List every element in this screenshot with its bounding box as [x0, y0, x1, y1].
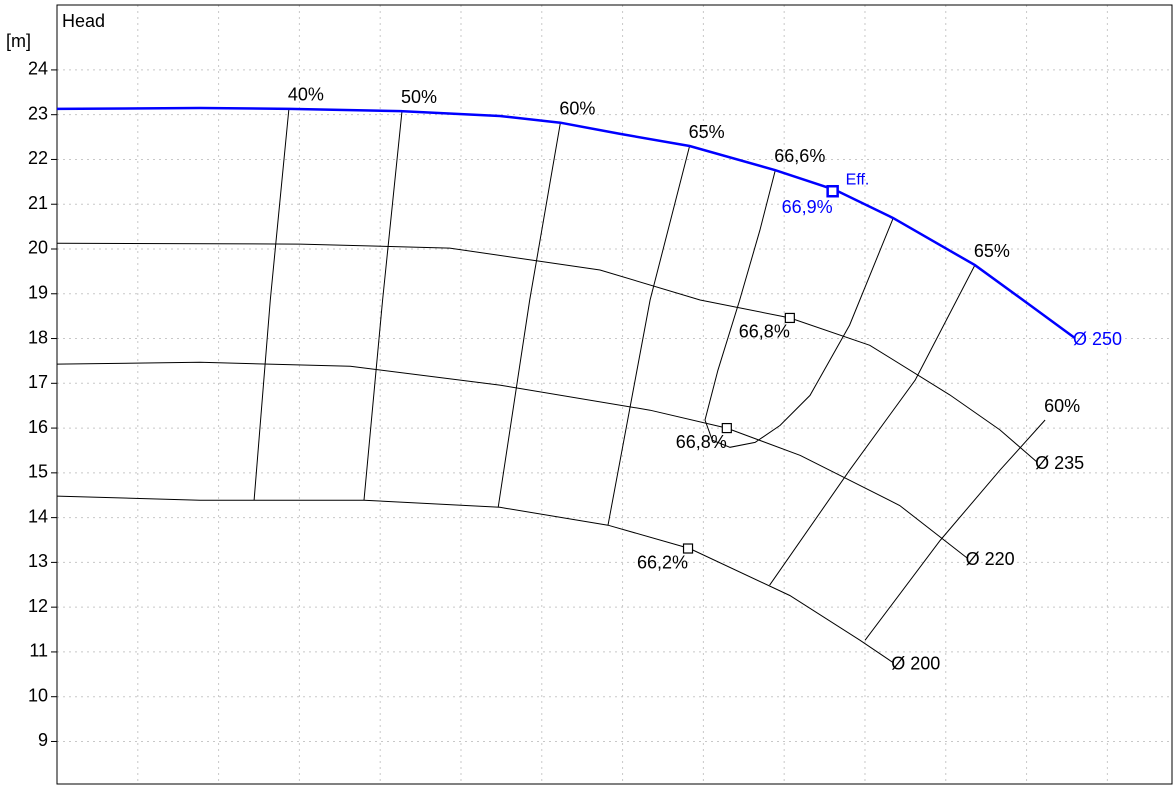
efficiency-isoline: [769, 264, 976, 586]
y-tick-label: 22: [28, 148, 48, 168]
isoline-label: 60%: [1044, 396, 1080, 416]
efficiency-point: [784, 312, 795, 324]
y-tick-label: 24: [28, 59, 48, 79]
efficiency-isoline: [497, 122, 561, 508]
y-tick-label: 17: [28, 372, 48, 392]
curve-label: Ø 250: [1073, 329, 1122, 349]
head-curve: [56, 361, 968, 559]
isoline-label: 65%: [689, 122, 725, 142]
curve-label: Ø 200: [891, 653, 940, 673]
isoline-label: 40%: [288, 85, 324, 105]
y-tick-label: 23: [28, 103, 48, 123]
point-label: 66,8%: [676, 432, 727, 452]
efficiency-isoline: [253, 108, 290, 501]
plot-frame: [56, 4, 1173, 785]
efficiency-isoline: [363, 111, 403, 501]
head-curve: [56, 106, 1076, 340]
isoline-label: 60%: [559, 98, 595, 118]
curve-label: Ø 235: [1035, 453, 1084, 473]
head-curve: [56, 495, 894, 664]
y-tick-label: 19: [28, 283, 48, 303]
y-tick-label: 11: [29, 641, 48, 661]
isoline-label: 66,6%: [774, 146, 825, 166]
head-curve: [56, 242, 1038, 463]
y-tick-label: 14: [28, 506, 48, 526]
point-label: 66,2%: [637, 552, 688, 572]
isoline-label: 50%: [401, 87, 437, 107]
chart-title: Head: [62, 11, 105, 31]
point-note: Eff.: [846, 171, 870, 188]
y-tick-label: 9: [38, 730, 48, 750]
y-tick-label: 15: [28, 462, 48, 482]
curve-label: Ø 220: [966, 549, 1015, 569]
point-label: 66,9%: [782, 197, 833, 217]
efficiency-point: [721, 422, 732, 434]
y-tick-label: 18: [28, 327, 48, 347]
y-tick-label: 16: [28, 417, 48, 437]
isoline-label: 65%: [974, 241, 1010, 261]
efficiency-point: [682, 543, 694, 554]
efficiency-isoline: [607, 145, 691, 526]
efficiency-point: [826, 184, 839, 198]
point-label: 66,8%: [739, 322, 790, 342]
y-tick-label: 21: [28, 193, 48, 213]
y-axis-label: [m]: [6, 31, 31, 51]
y-tick-label: 10: [28, 685, 48, 705]
y-tick-label: 13: [28, 551, 48, 571]
efficiency-isoline: [704, 170, 894, 448]
y-tick-label: 20: [28, 238, 48, 258]
y-tick-label: 12: [28, 596, 48, 616]
efficiency-isoline: [864, 419, 1046, 641]
